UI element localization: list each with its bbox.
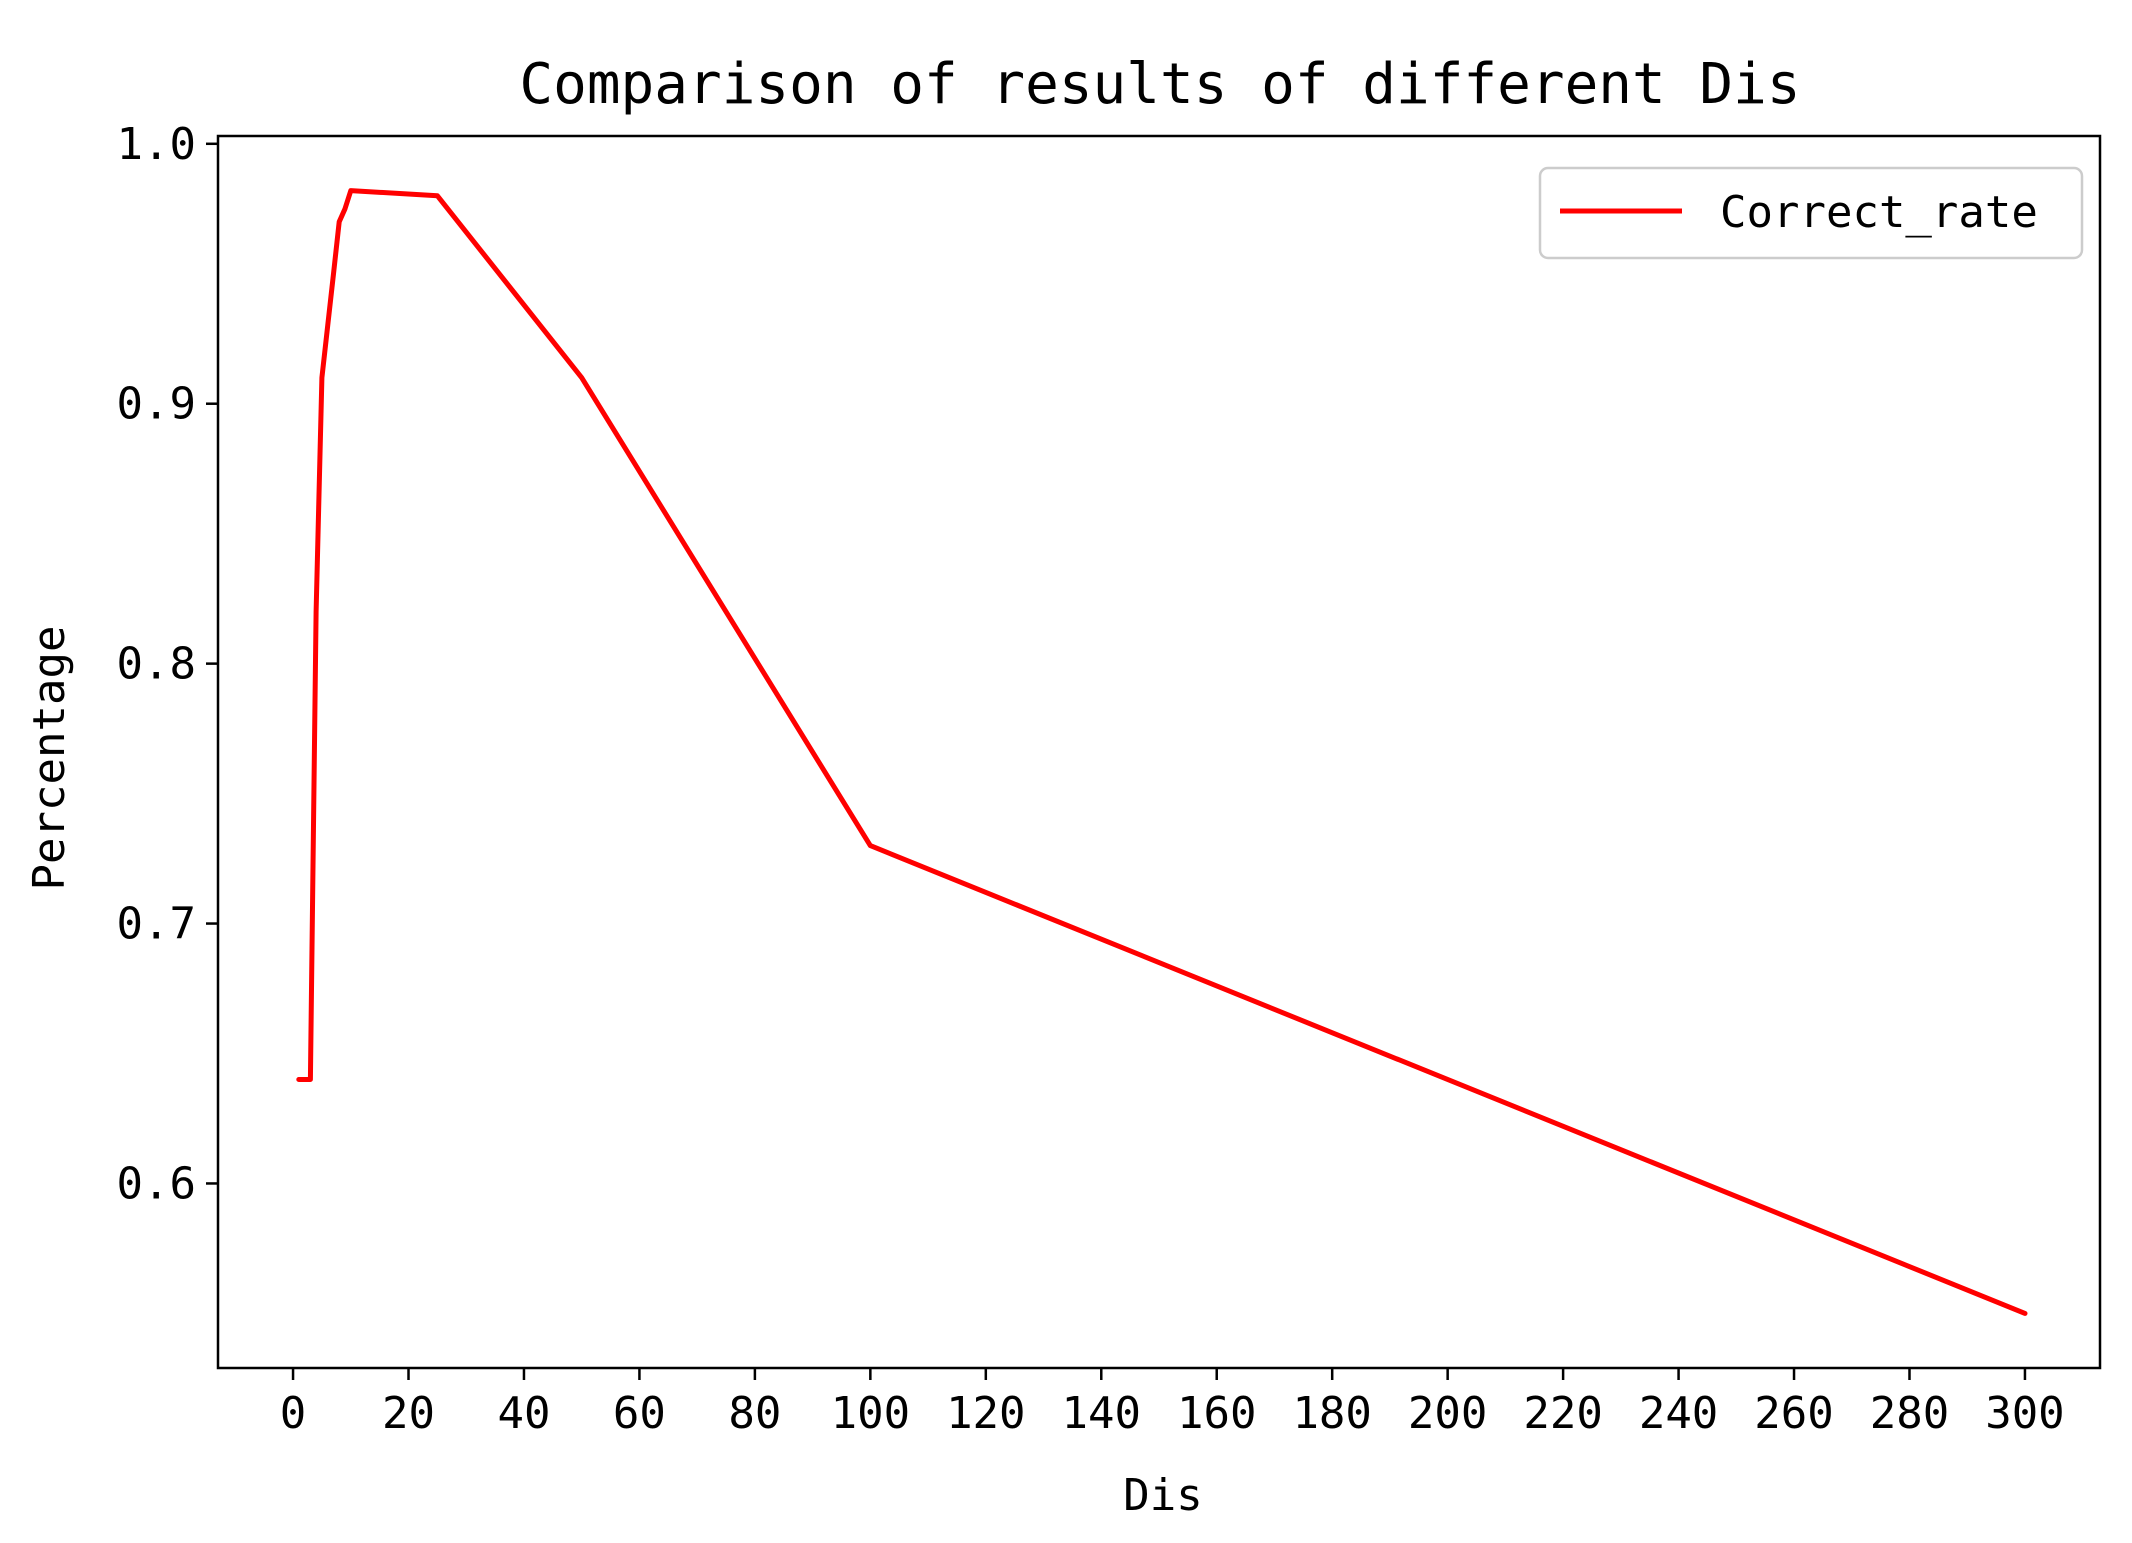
data-point [308,1077,312,1081]
x-tick-label: 140 [1062,1388,1141,1439]
x-tick-label: 200 [1408,1388,1487,1439]
y-tick-label: 0.9 [117,379,196,430]
data-point [2023,1311,2027,1315]
data-point [580,376,584,380]
x-tick-label: 160 [1177,1388,1256,1439]
data-point [868,844,872,848]
data-point [331,272,335,276]
x-tick-label: 260 [1754,1388,1833,1439]
data-point [343,207,347,211]
y-tick-label: 0.6 [117,1158,196,1209]
x-axis: 0 20 40 60 80 100 120 140 160 180 200 220 240 260 280 3… [280,1368,2065,1439]
x-axis-label: Dis [1123,1470,1202,1521]
x-tick-label: 0 [280,1388,307,1439]
series-line-correct-rate [296,188,2028,1316]
x-tick-label: 280 [1870,1388,1949,1439]
data-point [297,1077,301,1081]
plot-frame [216,134,2102,1370]
y-tick-label: 1.0 [117,119,196,170]
data-point [320,376,324,380]
data-point [435,194,439,198]
x-tick-label: 300 [1985,1388,2064,1439]
x-tick-label: 120 [946,1388,1025,1439]
y-axis-label: Percentage [24,626,75,891]
x-tick-label: 80 [728,1388,781,1439]
x-tick-label: 240 [1639,1388,1718,1439]
x-tick-label: 220 [1523,1388,1602,1439]
legend: Correct_rate [1538,166,2084,260]
series-points [297,189,2027,1316]
y-axis: 0.6 0.7 0.8 0.9 1.0 [117,119,218,1209]
y-tick-label: 0.8 [117,639,196,690]
data-point [326,324,330,328]
data-point [303,1077,307,1081]
data-point [314,610,318,614]
x-tick-label: 180 [1292,1388,1371,1439]
data-point [349,189,353,193]
x-tick-label: 40 [497,1388,550,1439]
x-tick-label: 100 [831,1388,910,1439]
chart-title: Comparison of results of different Dis [519,52,1800,117]
y-tick-label: 0.7 [117,899,196,950]
legend-label: Correct_rate [1720,187,2038,238]
x-tick-label: 20 [382,1388,435,1439]
x-tick-label: 60 [613,1388,666,1439]
data-point [337,220,341,224]
legend-box [1538,166,2084,260]
